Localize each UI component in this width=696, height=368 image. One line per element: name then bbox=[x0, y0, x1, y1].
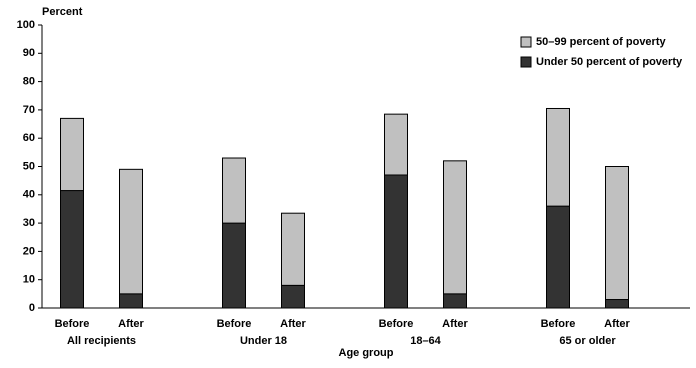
x-tick-label: After bbox=[118, 318, 144, 330]
y-tick-label: 100 bbox=[17, 19, 35, 31]
bar-segment bbox=[281, 284, 305, 309]
group-label: 65 or older bbox=[559, 335, 616, 347]
bar-segment bbox=[222, 157, 246, 224]
x-tick-label: Before bbox=[379, 318, 414, 330]
group-label: 18–64 bbox=[410, 335, 441, 347]
group-label: All recipients bbox=[67, 335, 136, 347]
x-tick-label: After bbox=[442, 318, 468, 330]
y-axis-label: Percent bbox=[42, 6, 83, 18]
bar-segment bbox=[546, 107, 570, 207]
y-tick-label: 90 bbox=[23, 47, 35, 59]
x-tick-label: Before bbox=[55, 318, 90, 330]
bar-segment bbox=[443, 293, 467, 309]
bar-segment bbox=[60, 117, 84, 192]
bar-segment bbox=[605, 299, 629, 309]
y-tick-label: 30 bbox=[23, 217, 35, 229]
legend-swatch bbox=[520, 56, 532, 68]
x-axis-label: Age group bbox=[339, 347, 394, 359]
y-tick-label: 70 bbox=[23, 104, 35, 116]
bar-segment bbox=[384, 174, 408, 309]
y-tick-label: 10 bbox=[23, 274, 35, 286]
y-tick-label: 50 bbox=[23, 160, 35, 172]
x-tick-label: Before bbox=[217, 318, 252, 330]
x-tick-label: Before bbox=[541, 318, 576, 330]
x-tick-label: After bbox=[604, 318, 630, 330]
bar-segment bbox=[443, 160, 467, 295]
bar-segment bbox=[222, 222, 246, 309]
bar-segment bbox=[605, 166, 629, 301]
y-tick-label: 60 bbox=[23, 132, 35, 144]
y-tick-label: 80 bbox=[23, 76, 35, 88]
y-tick-label: 40 bbox=[23, 189, 35, 201]
legend-label: Under 50 percent of poverty bbox=[536, 56, 683, 68]
y-tick-label: 0 bbox=[29, 302, 35, 314]
bar-segment bbox=[281, 212, 305, 286]
bar-segment bbox=[546, 205, 570, 309]
bar-segment bbox=[119, 168, 143, 295]
x-tick-label: After bbox=[280, 318, 306, 330]
y-tick-label: 20 bbox=[23, 245, 35, 257]
legend-swatch bbox=[520, 36, 532, 48]
legend-label: 50–99 percent of poverty bbox=[536, 36, 666, 48]
bar-segment bbox=[60, 190, 84, 309]
bar-segment bbox=[384, 113, 408, 176]
bar-segment bbox=[119, 293, 143, 309]
group-label: Under 18 bbox=[240, 335, 287, 347]
